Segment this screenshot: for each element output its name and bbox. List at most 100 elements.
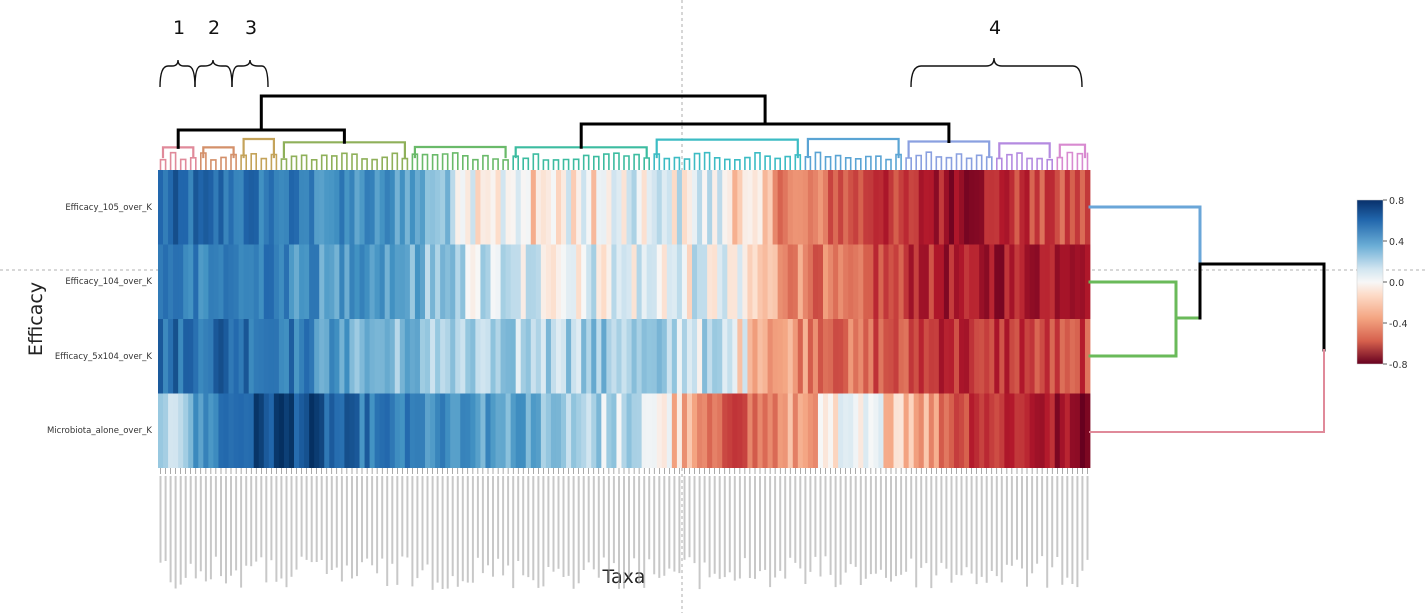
cluster-number-3: 3 [245, 17, 257, 39]
taxa-label-illegible [507, 476, 510, 566]
taxa-label-illegible [950, 476, 953, 583]
heatmap-cell [686, 393, 693, 468]
taxa-label-illegible [769, 476, 772, 588]
heatmap-cell [777, 319, 784, 394]
heatmap-cell [1014, 170, 1020, 245]
heatmap-cell [1029, 393, 1035, 468]
heatmap-cell [596, 393, 602, 468]
heatmap-cell [1079, 393, 1086, 468]
dendro-leaf-pair [754, 152, 761, 171]
heatmap-cell [450, 319, 456, 394]
heatmap-cell [389, 319, 396, 394]
heatmap-cell [158, 393, 164, 468]
taxa-label-illegible [381, 476, 384, 559]
heatmap-cell [404, 319, 411, 394]
heatmap-cell [656, 319, 663, 394]
heatmap-cell [273, 244, 280, 319]
heatmap-cell [193, 319, 199, 394]
dendro-cluster-10 [998, 142, 1051, 159]
taxa-label-illegible [487, 476, 489, 566]
heatmap-cell [938, 244, 945, 319]
heatmap-cell [253, 244, 260, 319]
heatmap-cell [193, 244, 199, 319]
taxa-label-illegible [683, 476, 686, 560]
heatmap-cell [520, 244, 527, 319]
heatmap-cell [490, 319, 496, 394]
row-label-microbiota-alone: Microbiota_alone_over_K [47, 426, 152, 436]
taxa-label-illegible [607, 476, 610, 582]
heatmap-cell [238, 393, 245, 468]
taxa-label-illegible [1056, 476, 1059, 557]
heatmap-cell [465, 244, 471, 319]
heatmap-cell [168, 244, 174, 319]
heatmap-cell [1079, 319, 1086, 394]
heatmap-cell [294, 244, 300, 319]
heatmap-cell [561, 393, 567, 468]
heatmap-cell [566, 244, 572, 319]
heatmap-cell [948, 393, 955, 468]
heatmap-cell [611, 244, 617, 319]
heatmap-cell [535, 170, 542, 245]
heatmap-cell [772, 319, 779, 394]
heatmap-cell [676, 244, 683, 319]
dendro-root [259, 94, 767, 132]
heatmap-cell [525, 170, 532, 245]
heatmap-cell [319, 393, 325, 468]
heatmap-cell [505, 319, 512, 394]
cluster-number-1: 1 [173, 17, 185, 39]
taxa-label-illegible [915, 476, 918, 588]
heatmap-cell [626, 319, 632, 394]
heatmap-cell [792, 319, 799, 394]
heatmap-cell [545, 393, 552, 468]
heatmap-cell [772, 393, 779, 468]
heatmap-cell [455, 244, 461, 319]
heatmap-cell [243, 319, 250, 394]
heatmap-cell [435, 319, 441, 394]
heatmap-cell [374, 319, 381, 394]
dendro-leaf-pair [734, 159, 741, 171]
heatmap-cell [908, 170, 915, 245]
taxa-label-illegible [537, 476, 540, 588]
heatmap-cell [948, 170, 955, 245]
heatmap-cell [309, 393, 315, 468]
row-label-efficacy-105: Efficacy_105_over_K [65, 203, 152, 213]
heatmap-cell [752, 319, 758, 394]
heatmap-cell [505, 244, 512, 319]
heatmap-cell [525, 319, 532, 394]
heatmap-cell [596, 170, 602, 245]
heatmap-cell [883, 244, 889, 319]
heatmap-cell [812, 170, 819, 245]
heatmap-cell [475, 170, 481, 245]
heatmap-cell [283, 393, 290, 468]
heatmap-cell [747, 393, 753, 468]
taxa-label-illegible [315, 476, 318, 562]
heatmap-cell [339, 393, 345, 468]
taxa-label-illegible [552, 476, 555, 572]
heatmap-cell [505, 170, 512, 245]
heatmap-cell [974, 393, 980, 468]
heatmap-cell [591, 244, 597, 319]
heatmap-cell [1074, 170, 1081, 245]
taxa-label-illegible [940, 476, 943, 563]
heatmap-cell [203, 244, 209, 319]
heatmap-cell [868, 170, 874, 245]
heatmap-cell [188, 170, 194, 245]
heatmap-cell [591, 319, 597, 394]
heatmap-cell [681, 393, 688, 468]
heatmap-cell [792, 244, 799, 319]
heatmap-cell [586, 393, 592, 468]
taxa-label-illegible [451, 476, 454, 577]
heatmap-cell [893, 170, 899, 245]
heatmap-cell [828, 319, 834, 394]
heatmap-cell [681, 319, 688, 394]
heatmap-cell [178, 244, 184, 319]
heatmap-cell [384, 170, 391, 245]
heatmap-cell [384, 244, 391, 319]
dendro-leaf-pair [1066, 151, 1074, 171]
taxa-label-illegible [209, 476, 212, 580]
heatmap-cell [797, 319, 804, 394]
heatmap-cell [938, 393, 945, 468]
heatmap-cell [1014, 244, 1020, 319]
heatmap-cell [294, 393, 300, 468]
dendro-leaf-pair [975, 154, 983, 171]
